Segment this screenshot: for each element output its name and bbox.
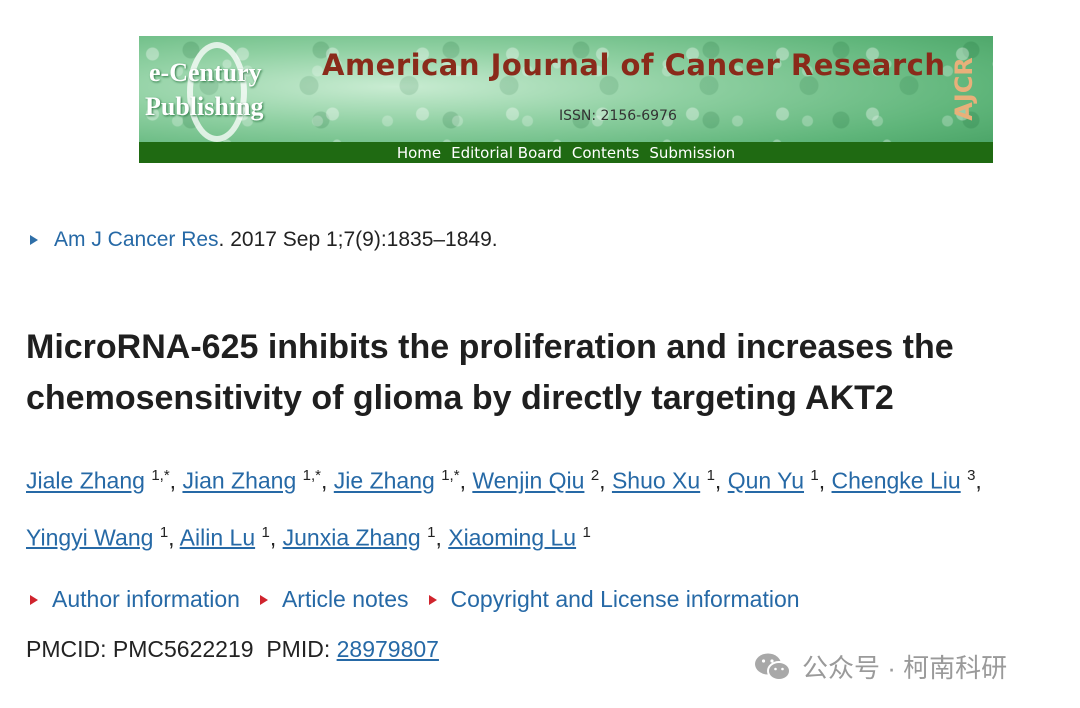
article-info-bar: Author information Article notes Copyrig…	[30, 586, 820, 613]
citation-details: . 2017 Sep 1;7(9):1835–1849.	[218, 228, 498, 251]
article-notes-toggle[interactable]: Article notes	[259, 586, 409, 613]
banner-texture	[139, 36, 993, 163]
watermark: 公众号 · 柯南科研	[754, 648, 1007, 685]
author-link[interactable]: Chengke Liu	[831, 467, 961, 494]
author-information-toggle[interactable]: Author information	[30, 586, 240, 613]
author-affiliation: 1	[706, 467, 715, 484]
author-link[interactable]: Junxia Zhang	[282, 524, 421, 551]
citation-line: Am J Cancer Res . 2017 Sep 1;7(9):1835–1…	[30, 228, 498, 252]
copyright-license-link[interactable]: Copyright and License information	[450, 586, 800, 612]
author-link[interactable]: Jian Zhang	[182, 467, 297, 494]
triangle-right-icon	[30, 594, 38, 605]
pmcid: PMCID: PMC5622219	[26, 636, 254, 662]
author-link[interactable]: Qun Yu	[727, 467, 805, 494]
author-affiliation: 1	[427, 523, 436, 541]
pmid-label: PMID:	[266, 636, 331, 662]
author-affiliation: 1,*	[302, 467, 322, 484]
ajcr-mark-text: AJCR	[950, 57, 979, 121]
author-link[interactable]: Wenjin Qiu	[472, 467, 585, 494]
nav-submission[interactable]: Submission	[649, 143, 736, 162]
triangle-right-icon	[259, 594, 268, 605]
article-title: MicroRNA-625 inhibits the proliferation …	[26, 328, 954, 417]
triangle-right-icon[interactable]	[30, 235, 38, 245]
author-information-link[interactable]: Author information	[52, 586, 240, 612]
journal-title: American Journal of Cancer Research	[322, 48, 946, 82]
journal-link[interactable]: Am J Cancer Res	[54, 228, 219, 251]
e-logo-icon	[187, 42, 247, 142]
author-affiliation: 1	[261, 523, 270, 541]
banner-nav: Home Editorial Board Contents Submission	[139, 142, 993, 163]
author-affiliation: 2	[590, 467, 600, 484]
author-link[interactable]: Xiaoming Lu	[448, 524, 577, 551]
nav-editorial-board[interactable]: Editorial Board	[451, 143, 562, 162]
pmid-link[interactable]: 28979807	[336, 636, 439, 662]
watermark-text: 公众号 · 柯南科研	[802, 653, 1008, 683]
ajcr-mark: AJCR	[947, 44, 981, 134]
author-affiliation: 3	[967, 467, 976, 484]
author-affiliation: 1	[159, 523, 169, 541]
nav-home[interactable]: Home	[396, 143, 442, 162]
author-link[interactable]: Shuo Xu	[611, 467, 701, 494]
author-affiliation: 1	[810, 467, 819, 484]
author-affiliation: 1	[582, 523, 591, 541]
triangle-right-icon	[428, 594, 437, 605]
nav-contents[interactable]: Contents	[571, 143, 640, 162]
article-notes-link[interactable]: Article notes	[281, 586, 409, 612]
author-affiliation: 1,*	[151, 467, 170, 484]
publisher-logo-line1: e-Century	[149, 58, 262, 87]
issn: ISSN: 2156-6976	[559, 108, 677, 124]
author-list: Jiale Zhang 1,*, Jian Zhang 1,*, Jie Zha…	[26, 467, 982, 551]
author-link[interactable]: Yingyi Wang	[26, 524, 154, 551]
publisher-logo-line2: Publishing	[145, 92, 264, 121]
author-link[interactable]: Ailin Lu	[179, 524, 256, 551]
article-ids: PMCID: PMC5622219 PMID: 28979807	[26, 636, 439, 663]
copyright-toggle[interactable]: Copyright and License information	[428, 586, 800, 613]
journal-banner: e-Century Publishing American Journal of…	[139, 36, 993, 163]
author-link[interactable]: Jiale Zhang	[26, 467, 145, 494]
author-affiliation: 1,*	[441, 467, 460, 484]
author-link[interactable]: Jie Zhang	[333, 467, 435, 494]
wechat-icon	[755, 653, 791, 681]
